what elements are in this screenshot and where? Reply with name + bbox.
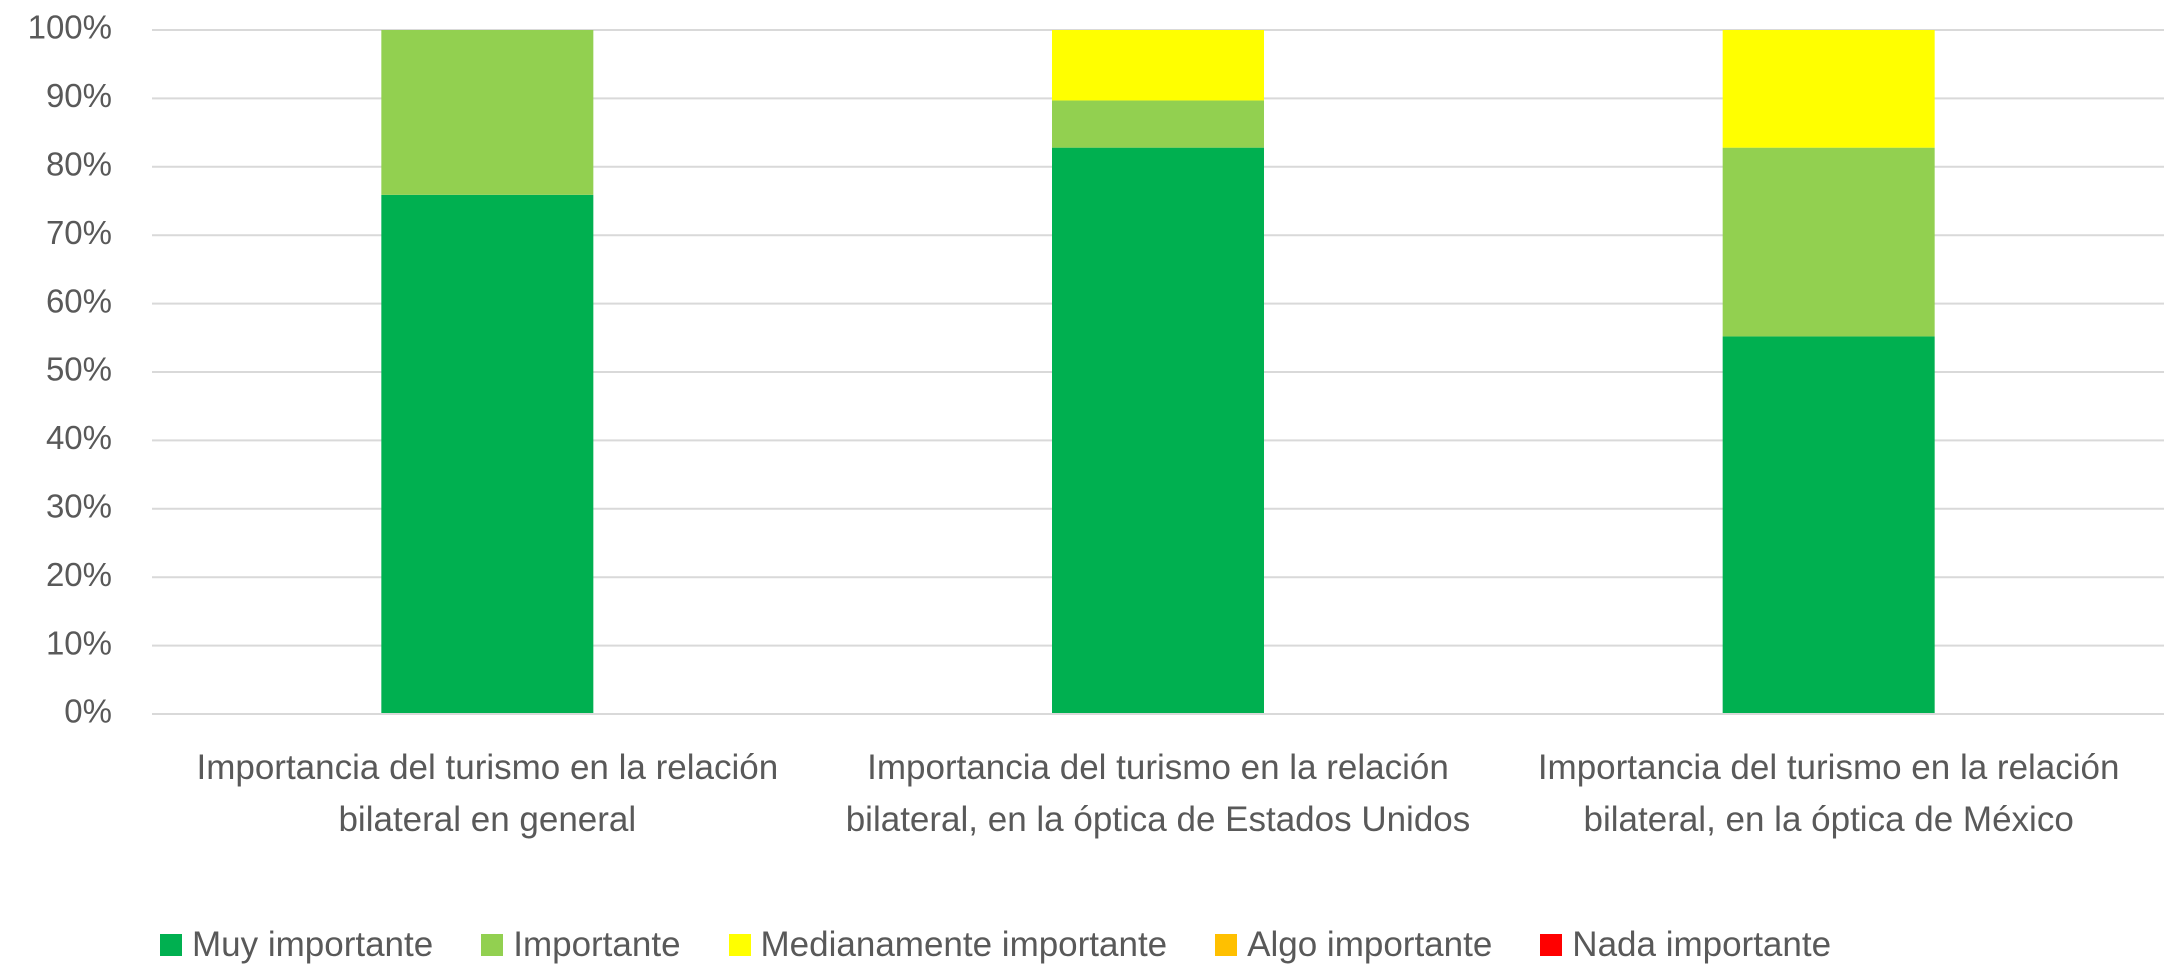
legend-swatch: [1540, 934, 1563, 956]
legend-swatch: [728, 934, 751, 956]
legend-swatch: [1215, 934, 1238, 956]
x-tick-label: Importancia del turismo en la relación b…: [1537, 748, 2120, 839]
y-tick-label: 20%: [46, 556, 112, 593]
y-tick-label: 10%: [46, 624, 112, 661]
bar-segment: [1052, 147, 1264, 714]
legend: Muy importante Importante Medianamente imp…: [160, 925, 1831, 965]
bar-segment: [1052, 30, 1264, 101]
y-tick-label: 70%: [46, 214, 112, 251]
legend-item: Algo importante: [1215, 925, 1492, 965]
y-tick-label: 50%: [46, 351, 112, 388]
bar-segment: [1722, 147, 1935, 337]
legend-label: Algo importante: [1247, 925, 1493, 964]
bar-segment: [381, 194, 594, 714]
x-tick-label: Importancia del turismo en la relación b…: [845, 748, 1471, 839]
bar-segment: [1722, 336, 1935, 714]
bar-segment: [381, 30, 594, 195]
bar-segment: [1722, 30, 1935, 148]
legend-item: Medianamente importante: [728, 925, 1168, 965]
y-tick-label: 100%: [28, 9, 112, 46]
legend-item: Muy importante: [160, 925, 433, 965]
x-tick-label: Importancia del turismo en la relación b…: [196, 748, 779, 839]
y-tick-label: 90%: [46, 77, 112, 114]
legend-item: Importante: [481, 925, 681, 965]
legend-label: Medianamente importante: [760, 925, 1168, 964]
y-tick-label: 0%: [64, 693, 112, 730]
y-tick-label: 60%: [46, 282, 112, 319]
legend-label: Muy importante: [192, 925, 434, 964]
legend-label: Importante: [513, 925, 681, 964]
y-tick-label: 30%: [46, 488, 112, 525]
bar-segment: [1052, 100, 1264, 148]
legend-swatch: [481, 934, 504, 956]
legend-swatch: [160, 934, 182, 956]
legend-label: Nada importante: [1572, 925, 1832, 964]
y-tick-label: 40%: [46, 419, 112, 456]
legend-item: Nada importante: [1540, 925, 1831, 965]
y-tick-label: 80%: [46, 146, 112, 183]
